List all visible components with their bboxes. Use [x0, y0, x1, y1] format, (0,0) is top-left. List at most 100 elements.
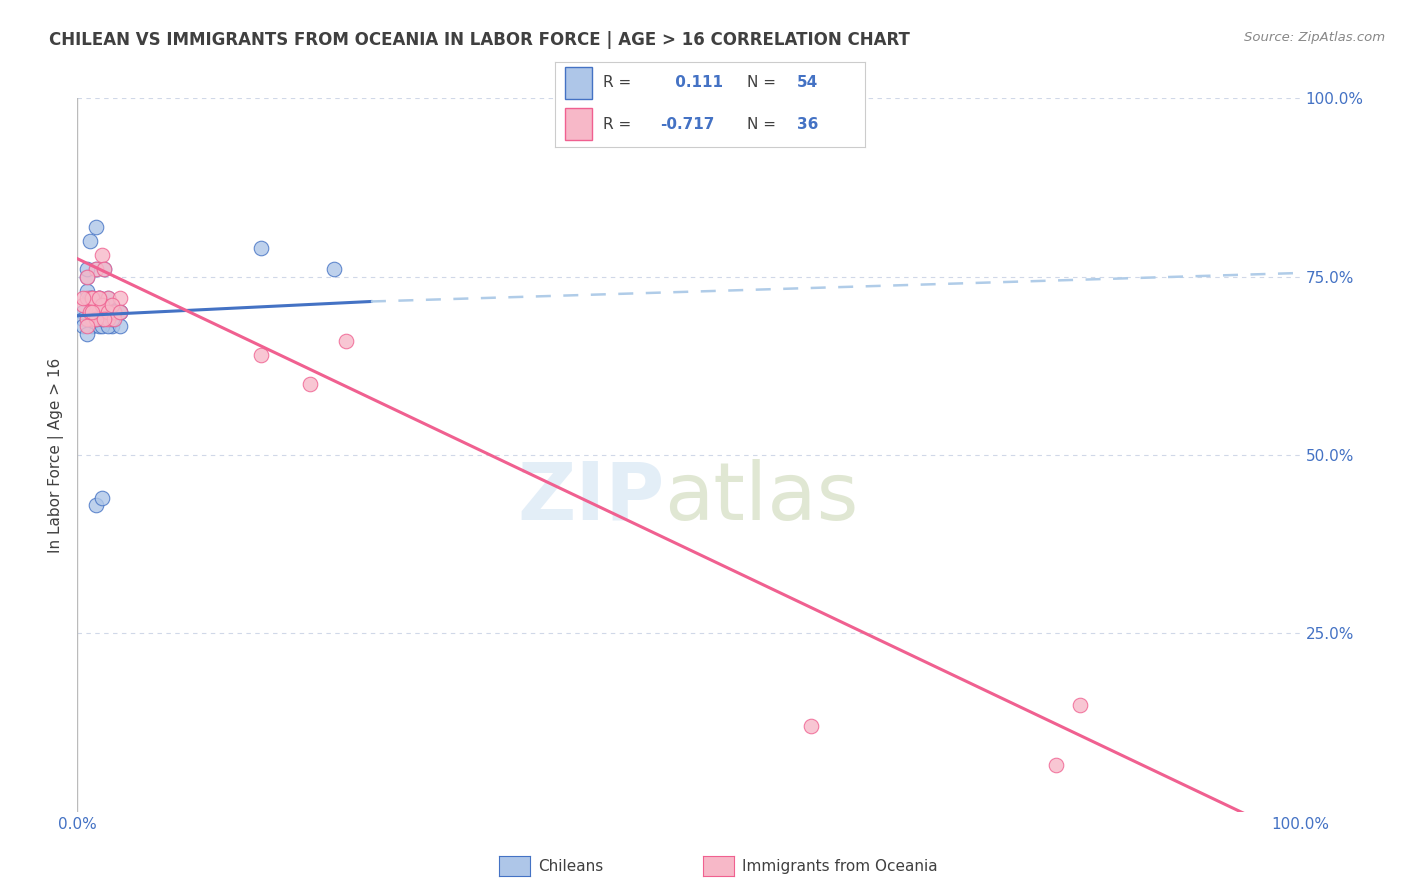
- Point: [72, 312, 94, 326]
- Point: [89, 305, 111, 319]
- Point: [103, 305, 125, 319]
- Point: [100, 298, 122, 312]
- Point: [79, 291, 101, 305]
- Text: N =: N =: [747, 117, 776, 132]
- Point: [97, 291, 120, 305]
- Point: [79, 305, 101, 319]
- Point: [84, 498, 107, 512]
- Y-axis label: In Labor Force | Age > 16: In Labor Force | Age > 16: [48, 358, 65, 552]
- Point: [80, 298, 103, 312]
- Point: [76, 326, 98, 341]
- Text: R =: R =: [603, 117, 631, 132]
- Point: [80, 305, 103, 319]
- Point: [1045, 758, 1067, 772]
- Text: Immigrants from Oceania: Immigrants from Oceania: [742, 859, 938, 873]
- Point: [250, 241, 273, 255]
- Point: [80, 305, 103, 319]
- Point: [800, 719, 823, 733]
- Point: [80, 312, 103, 326]
- Point: [97, 305, 120, 319]
- Point: [93, 298, 115, 312]
- Point: [76, 269, 98, 284]
- Point: [1069, 698, 1091, 712]
- Text: -0.717: -0.717: [661, 117, 714, 132]
- Point: [108, 305, 131, 319]
- Text: 54: 54: [797, 75, 818, 90]
- Point: [103, 312, 125, 326]
- Point: [76, 291, 98, 305]
- Point: [80, 291, 103, 305]
- Point: [84, 312, 107, 326]
- Point: [89, 291, 111, 305]
- Point: [250, 348, 273, 362]
- Text: 36: 36: [797, 117, 818, 132]
- Point: [76, 269, 98, 284]
- Point: [84, 305, 107, 319]
- Point: [72, 305, 94, 319]
- Text: N =: N =: [747, 75, 776, 90]
- Point: [97, 319, 120, 334]
- Point: [90, 298, 112, 312]
- Point: [90, 312, 112, 326]
- Point: [100, 312, 122, 326]
- Point: [103, 312, 125, 326]
- Point: [80, 291, 103, 305]
- Text: atlas: atlas: [665, 458, 859, 537]
- Point: [80, 291, 103, 305]
- Point: [97, 291, 120, 305]
- Bar: [565, 108, 592, 140]
- Point: [79, 234, 101, 248]
- Point: [84, 305, 107, 319]
- Point: [97, 298, 120, 312]
- Point: [298, 376, 321, 391]
- Point: [335, 334, 357, 348]
- Point: [100, 319, 122, 334]
- Point: [90, 298, 112, 312]
- Point: [90, 298, 112, 312]
- Point: [90, 491, 112, 505]
- Text: Chileans: Chileans: [538, 859, 603, 873]
- Point: [72, 298, 94, 312]
- Point: [90, 248, 112, 262]
- Point: [323, 262, 346, 277]
- Point: [93, 312, 115, 326]
- Point: [108, 305, 131, 319]
- Point: [108, 319, 131, 334]
- Point: [72, 319, 94, 334]
- Point: [72, 291, 94, 305]
- Point: [97, 312, 120, 326]
- Point: [76, 262, 98, 277]
- Point: [103, 305, 125, 319]
- Text: CHILEAN VS IMMIGRANTS FROM OCEANIA IN LABOR FORCE | AGE > 16 CORRELATION CHART: CHILEAN VS IMMIGRANTS FROM OCEANIA IN LA…: [49, 31, 910, 49]
- Text: ZIP: ZIP: [517, 458, 665, 537]
- Point: [89, 319, 111, 334]
- Point: [93, 262, 115, 277]
- Point: [90, 305, 112, 319]
- Point: [76, 312, 98, 326]
- Point: [103, 305, 125, 319]
- Point: [84, 262, 107, 277]
- Point: [90, 319, 112, 334]
- Point: [84, 312, 107, 326]
- Point: [76, 312, 98, 326]
- Point: [84, 262, 107, 277]
- Point: [79, 291, 101, 305]
- Point: [100, 305, 122, 319]
- Point: [93, 262, 115, 277]
- Text: R =: R =: [603, 75, 631, 90]
- Point: [84, 219, 107, 234]
- Point: [84, 305, 107, 319]
- Point: [89, 291, 111, 305]
- Point: [108, 305, 131, 319]
- Point: [80, 319, 103, 334]
- Point: [76, 319, 98, 334]
- Point: [89, 305, 111, 319]
- Point: [89, 291, 111, 305]
- Point: [108, 291, 131, 305]
- Bar: [565, 67, 592, 99]
- Point: [79, 291, 101, 305]
- Point: [97, 298, 120, 312]
- Point: [93, 298, 115, 312]
- Point: [80, 291, 103, 305]
- Point: [97, 305, 120, 319]
